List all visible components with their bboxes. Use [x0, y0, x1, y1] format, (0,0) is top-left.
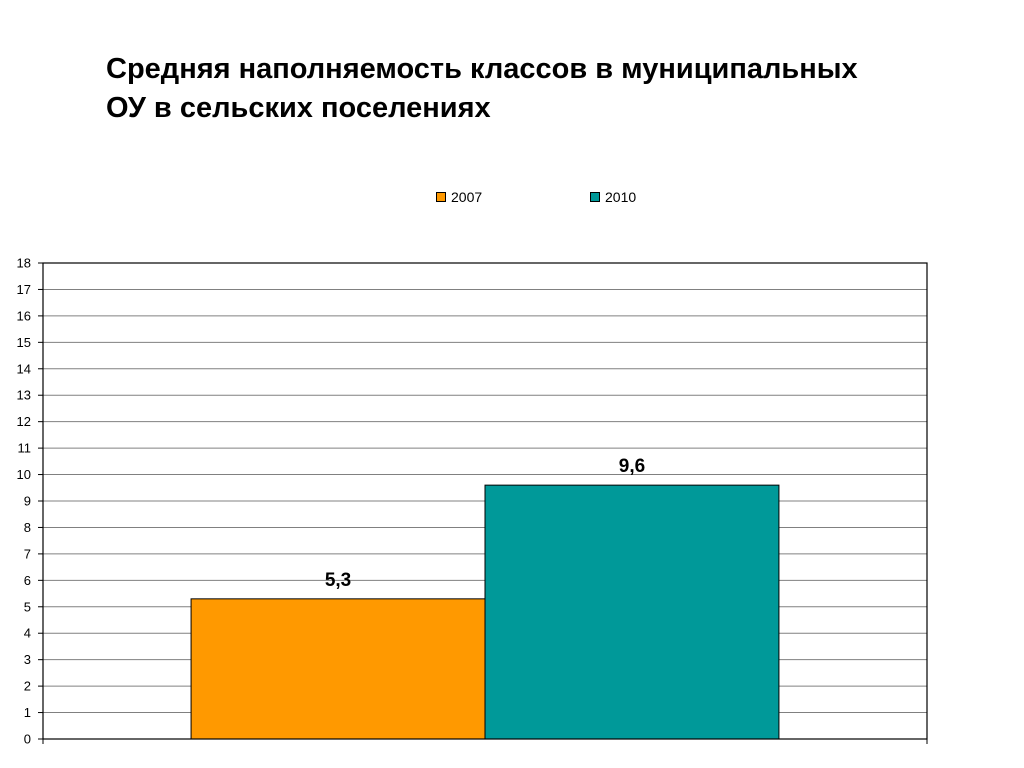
- data-label-2010: 9,6: [619, 456, 645, 477]
- y-tick-label-7: 7: [24, 546, 31, 561]
- chart-legend: 2007 2010: [0, 187, 1024, 207]
- y-tick-label-11: 11: [18, 441, 32, 456]
- legend-swatch-2007: [436, 192, 446, 202]
- legend-label-2007: 2007: [451, 189, 483, 205]
- y-tick-label-16: 16: [17, 308, 31, 323]
- title-line-1: Средняя наполняемость классов в муниципа…: [106, 53, 858, 85]
- y-tick-label-14: 14: [17, 361, 31, 376]
- y-tick-label-6: 6: [24, 573, 31, 588]
- y-tick-label-18: 18: [17, 256, 31, 271]
- y-tick-label-15: 15: [17, 335, 31, 350]
- y-tick-label-9: 9: [24, 494, 31, 509]
- y-tick-label-13: 13: [17, 388, 31, 403]
- data-label-2007: 5,3: [325, 570, 351, 591]
- bars: [190, 484, 780, 740]
- y-tick-label-1: 1: [24, 705, 31, 720]
- legend-item-2010: 2010: [590, 187, 636, 207]
- y-tick-label-8: 8: [24, 520, 31, 535]
- bar-2007: [190, 598, 486, 740]
- y-tick-label-10: 10: [17, 467, 31, 482]
- y-tick-label-12: 12: [17, 414, 31, 429]
- y-tick-label-2: 2: [24, 679, 31, 694]
- y-tick-label-0: 0: [24, 732, 31, 747]
- legend-item-2007: 2007: [436, 187, 482, 207]
- bar-2010: [484, 484, 780, 740]
- slide-title: Средняя наполняемость классов в муниципа…: [106, 50, 1006, 128]
- grid-lines: [43, 288, 927, 714]
- y-tick-label-4: 4: [24, 626, 31, 641]
- y-tick-label-17: 17: [17, 282, 31, 297]
- plot-area-border: [42, 262, 928, 740]
- legend-label-2010: 2010: [605, 189, 637, 205]
- y-tick-label-3: 3: [24, 652, 31, 667]
- title-line-2: ОУ в сельских поселениях: [106, 92, 491, 124]
- legend-swatch-2010: [590, 192, 600, 202]
- y-tick-label-5: 5: [24, 599, 31, 614]
- data-labels: 5,3 9,6: [325, 456, 645, 591]
